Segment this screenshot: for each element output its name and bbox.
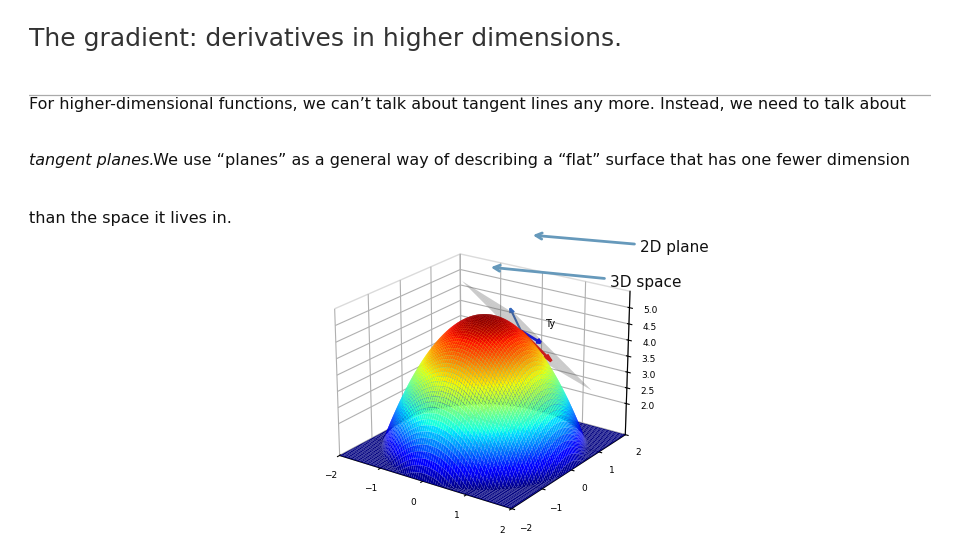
Text: tangent planes.: tangent planes.: [29, 153, 155, 167]
Text: For higher-dimensional functions, we can’t talk about tangent lines any more. In: For higher-dimensional functions, we can…: [29, 97, 905, 112]
Text: 3D space: 3D space: [493, 265, 682, 290]
Text: We use “planes” as a general way of describing a “flat” surface that has one few: We use “planes” as a general way of desc…: [148, 153, 910, 167]
Text: 2D plane: 2D plane: [536, 233, 708, 255]
Text: than the space it lives in.: than the space it lives in.: [29, 211, 231, 226]
Text: The gradient: derivatives in higher dimensions.: The gradient: derivatives in higher dime…: [29, 26, 622, 51]
